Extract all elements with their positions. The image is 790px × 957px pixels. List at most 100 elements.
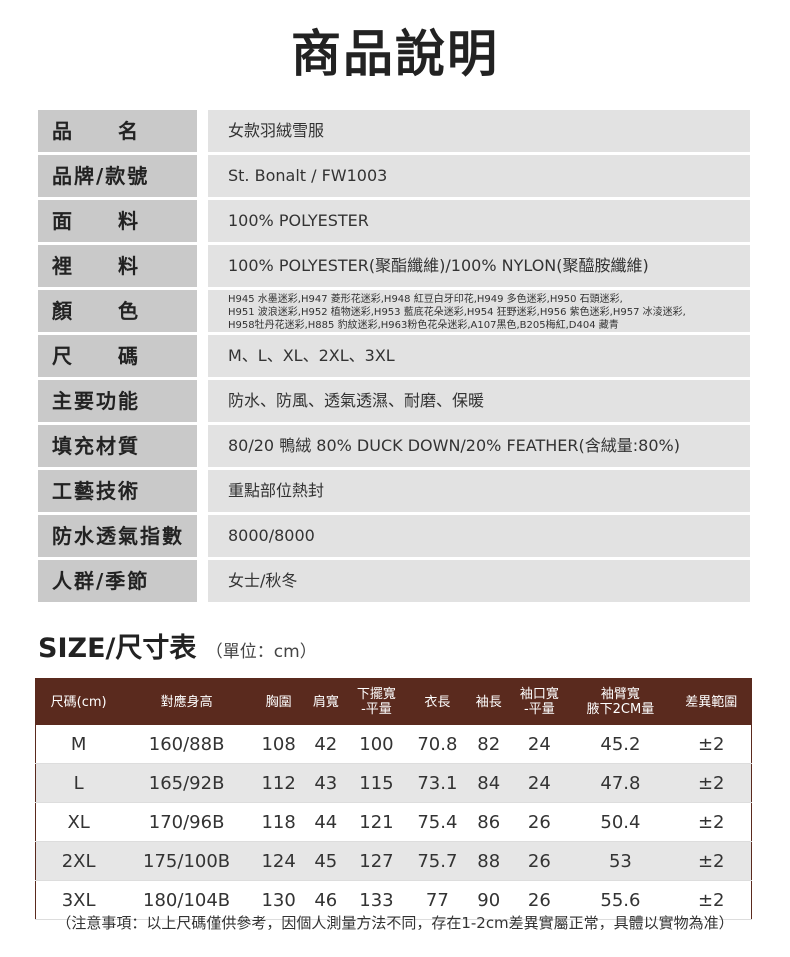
spec-label: 面 料 xyxy=(38,200,197,242)
spec-label: 人群/季節 xyxy=(38,560,197,602)
table-cell: 26 xyxy=(509,802,570,842)
table-cell: 160/88B xyxy=(121,725,252,764)
table-row: 2XL 175/100B 124 45 127 75.7 88 26 53 ±2 xyxy=(35,841,752,881)
table-cell: 44 xyxy=(305,802,347,842)
column-header: 衣長 xyxy=(406,678,469,725)
table-cell: 26 xyxy=(509,841,570,881)
spec-label: 主要功能 xyxy=(38,380,197,422)
table-cell: 46 xyxy=(305,880,347,920)
table-cell: 70.8 xyxy=(406,725,469,764)
spec-label: 裡 料 xyxy=(38,245,197,287)
table-cell: ±2 xyxy=(671,725,752,764)
spec-row: 品 名女款羽絨雪服 xyxy=(38,110,750,152)
spec-label: 品牌/款號 xyxy=(38,155,197,197)
table-cell: 121 xyxy=(346,802,407,842)
table-cell: 77 xyxy=(406,880,469,920)
note: （注意事項：以上尺碼僅供參考，因個人測量方法不同，存在1-2cm差異實屬正常，具… xyxy=(56,914,734,932)
table-cell: 55.6 xyxy=(569,880,672,920)
table-cell: 170/96B xyxy=(121,802,252,842)
spec-row: 品牌/款號 St. Bonalt / FW1003 xyxy=(38,155,750,197)
spec-label: 防水透氣指數 xyxy=(38,515,197,557)
table-cell: 75.7 xyxy=(406,841,469,881)
size-unit: （單位：cm） xyxy=(205,642,317,662)
size-title: SIZE/尺寸表 xyxy=(38,633,197,664)
table-cell: 112 xyxy=(251,763,306,803)
spec-row: 工藝技術 重點部位熱封 xyxy=(38,470,750,512)
spec-value: M、L、XL、2XL、3XL xyxy=(208,335,750,377)
table-cell: 100 xyxy=(346,725,407,764)
spec-label: 顏 色 xyxy=(38,290,197,332)
column-header: 對應身高 xyxy=(121,678,252,725)
table-cell: 3XL xyxy=(35,880,122,920)
spec-value: 女士/秋冬 xyxy=(208,560,750,602)
table-cell: 45.2 xyxy=(569,725,672,764)
column-header: 袖口寬 -平量 xyxy=(509,678,570,725)
spec-value: 100% POLYESTER(聚酯纖維)/100% NYLON(聚醯胺纖維) xyxy=(208,245,750,287)
table-cell: 115 xyxy=(346,763,407,803)
column-header: 肩寬 xyxy=(305,678,347,725)
size-chart-heading: SIZE/尺寸表 （單位：cm） xyxy=(38,626,317,665)
column-header: 下擺寬 -平量 xyxy=(346,678,407,725)
spec-value: 100% POLYESTER xyxy=(208,200,750,242)
table-cell: 24 xyxy=(509,763,570,803)
table-cell: 73.1 xyxy=(406,763,469,803)
spec-label: 工藝技術 xyxy=(38,470,197,512)
spec-row: 主要功能 防水、防風、透氣透濕、耐磨、保暖 xyxy=(38,380,750,422)
spec-value: 80/20 鴨絨 80% DUCK DOWN/20% FEATHER(含絨量:8… xyxy=(208,425,750,467)
table-cell: 133 xyxy=(346,880,407,920)
table-row: L 165/92B 112 43 115 73.1 84 24 47.8 ±2 xyxy=(35,763,752,803)
table-cell: L xyxy=(35,763,122,803)
table-row: 3XL 180/104B 130 46 133 77 90 26 55.6 ±2 xyxy=(35,880,752,920)
column-header: 袖臂寬 腋下2CM量 xyxy=(569,678,672,725)
spec-row: 面 料 100% POLYESTER xyxy=(38,200,750,242)
spec-label: 品 名 xyxy=(38,110,197,152)
spec-value: 女款羽絨雪服 xyxy=(208,110,750,152)
column-header: 差異範圍 xyxy=(671,678,752,725)
table-cell: 127 xyxy=(346,841,407,881)
spec-label: 填充材質 xyxy=(38,425,197,467)
table-cell: 130 xyxy=(251,880,306,920)
table-cell: 75.4 xyxy=(406,802,469,842)
table-cell: 24 xyxy=(509,725,570,764)
spec-row: 顏 色 H945 水墨迷彩,H947 菱形花迷彩,H948 紅豆白牙印花,H949… xyxy=(38,290,750,332)
table-cell: 50.4 xyxy=(569,802,672,842)
table-cell: 26 xyxy=(509,880,570,920)
table-cell: ±2 xyxy=(671,880,752,920)
spec-value: H945 水墨迷彩,H947 菱形花迷彩,H948 紅豆白牙印花,H949 多色… xyxy=(208,290,750,332)
column-header: 胸圍 xyxy=(251,678,306,725)
size-table-header: 尺碼(cm) 對應身高 胸圍 肩寬 下擺寬 -平量 衣長 袖長 袖口寬 -平量 袖臂寬 腋下2C… xyxy=(35,678,752,725)
table-cell: 45 xyxy=(305,841,347,881)
spec-label: 尺 碼 xyxy=(38,335,197,377)
table-cell: 165/92B xyxy=(121,763,252,803)
table-cell: 108 xyxy=(251,725,306,764)
table-cell: ±2 xyxy=(671,763,752,803)
table-cell: 2XL xyxy=(35,841,122,881)
column-header: 尺碼(cm) xyxy=(35,678,122,725)
spec-row: 填充材質 80/20 鴨絨 80% DUCK DOWN/20% FEATHER(含… xyxy=(38,425,750,467)
table-cell: M xyxy=(35,725,122,764)
table-cell: 180/104B xyxy=(121,880,252,920)
table-cell: ±2 xyxy=(671,841,752,881)
table-cell: 88 xyxy=(468,841,510,881)
table-cell: 175/100B xyxy=(121,841,252,881)
table-row: XL 170/96B 118 44 121 75.4 86 26 50.4 ±2 xyxy=(35,802,752,842)
table-cell: 42 xyxy=(305,725,347,764)
spec-row: 防水透氣指數 8000/8000 xyxy=(38,515,750,557)
spec-value: St. Bonalt / FW1003 xyxy=(208,155,750,197)
table-cell: ±2 xyxy=(671,802,752,842)
table-cell: 86 xyxy=(468,802,510,842)
spec-value: 重點部位熱封 xyxy=(208,470,750,512)
table-cell: 84 xyxy=(468,763,510,803)
table-cell: 43 xyxy=(305,763,347,803)
table-cell: 47.8 xyxy=(569,763,672,803)
table-cell: 118 xyxy=(251,802,306,842)
table-cell: 90 xyxy=(468,880,510,920)
table-cell: 124 xyxy=(251,841,306,881)
table-cell: 53 xyxy=(569,841,672,881)
spec-value: 8000/8000 xyxy=(208,515,750,557)
spec-row: 人群/季節 女士/秋冬 xyxy=(38,560,750,602)
page-title: 商品說明 xyxy=(291,25,499,83)
spec-row: 裡 料 100% POLYESTER(聚酯纖維)/100% NYLON(聚醯胺纖維… xyxy=(38,245,750,287)
table-row: M 160/88B 108 42 100 70.8 82 24 45.2 ±2 xyxy=(35,725,752,764)
table-cell: XL xyxy=(35,802,122,842)
